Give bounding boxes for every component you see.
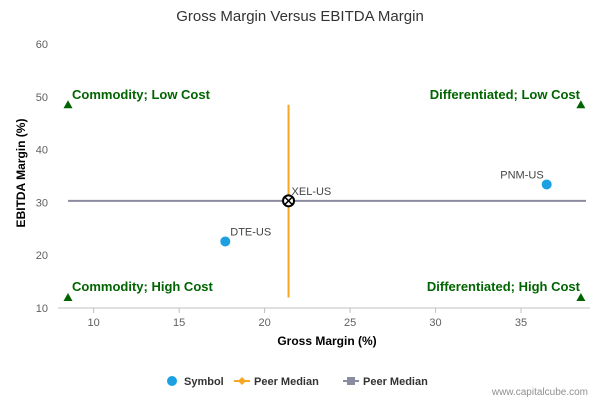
peer-median-lines [68,104,586,298]
y-tick-label: 50 [36,92,48,104]
legend-square-marker [347,377,355,385]
legend-symbol-marker [167,376,177,386]
legend: Symbol Peer Median Peer Median [167,376,428,388]
x-tick-label: 20 [258,317,270,329]
data-point-label: XEL-US [292,186,332,198]
y-tick-label: 30 [36,197,48,209]
legend-label: Symbol [184,376,224,388]
data-point[interactable] [220,236,231,247]
legend-label: Peer Median [363,376,428,388]
x-tick-label: 10 [88,317,100,329]
y-axis-title: EBITDA Margin (%) [14,119,28,228]
x-tick-label: 35 [515,317,527,329]
data-point-label: DTE-US [230,226,271,238]
y-axis-ticks: 10 20 30 40 50 60 [36,39,48,315]
y-tick-label: 20 [36,250,48,262]
data-point-label: PNM-US [500,169,543,181]
legend-diamond-marker [238,377,246,385]
x-tick-label: 30 [429,317,441,329]
quadrant-marker [63,100,73,109]
quadrant-bottom-left: Commodity; High Cost [72,279,213,294]
y-tick-label: 40 [36,145,48,157]
quadrant-labels: Commodity; Low Cost Differentiated; Low … [72,87,581,294]
quadrant-marker [63,292,73,301]
y-tick-label: 10 [36,303,48,315]
quadrant-marker [576,292,586,301]
legend-label: Peer Median [254,376,319,388]
data-point-cross [284,196,293,205]
x-tick-label: 15 [173,317,185,329]
x-axis-ticks: 10 15 20 25 30 35 [88,308,527,329]
y-tick-label: 60 [36,39,48,51]
quadrant-bottom-right: Differentiated; High Cost [427,279,581,294]
data-points: DTE-US PNM-US XEL-US [220,169,552,247]
x-tick-label: 25 [344,317,356,329]
quadrant-markers [63,100,586,301]
credit-text: www.capitalcube.com [491,387,588,398]
x-axis-title: Gross Margin (%) [277,334,376,348]
data-point[interactable] [541,179,552,190]
quadrant-top-left: Commodity; Low Cost [72,87,211,102]
chart-title: Gross Margin Versus EBITDA Margin [176,8,424,25]
quadrant-marker [576,100,586,109]
quadrant-top-right: Differentiated; Low Cost [430,87,581,102]
